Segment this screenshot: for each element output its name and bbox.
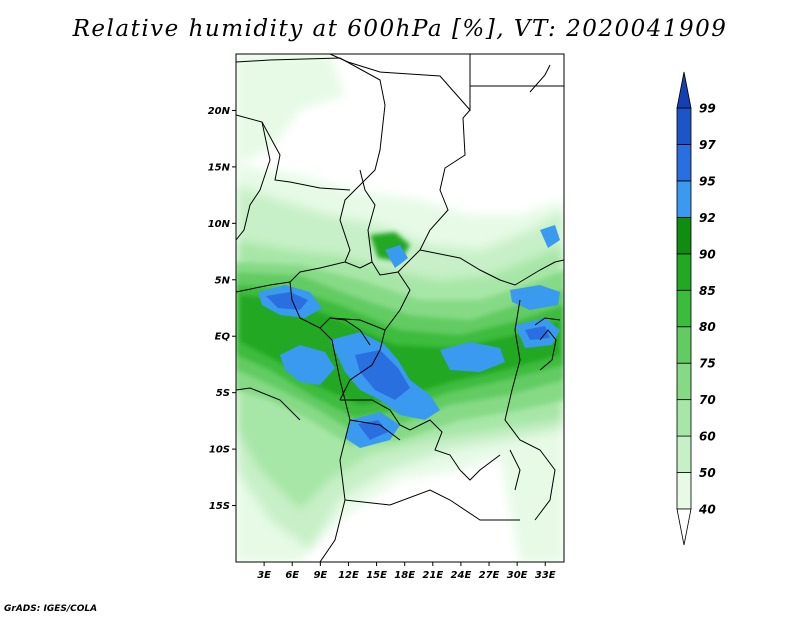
colorbar-box: [676, 326, 692, 364]
lon-tick-label: 12E: [338, 570, 359, 581]
colorbar-label: 95: [699, 174, 716, 188]
colorbar-label: 50: [699, 466, 716, 480]
colorbar-label: 40: [698, 503, 716, 517]
colorbar-box: [676, 107, 692, 145]
colorbar-label: 70: [699, 393, 716, 407]
lon-tick-label: 9E: [313, 570, 327, 581]
colorbar-label: 60: [699, 430, 716, 444]
colorbar: 40 50 60 70 75 80 85 90 92 95 97 99: [676, 71, 716, 546]
humidity-high-band: [258, 225, 560, 448]
lon-tick-label: 18E: [394, 570, 415, 581]
lat-tick-label: 15N: [208, 162, 231, 173]
colorbar-box: [676, 144, 692, 182]
lon-tick-label: 15E: [366, 570, 387, 581]
lon-tick-label: 3E: [257, 570, 271, 581]
lat-tick-label: 10S: [209, 445, 230, 456]
humidity-field: [236, 54, 564, 562]
colorbar-label: 97: [699, 138, 716, 152]
chart-title: Relative humidity at 600hPa [%], VT: 202…: [72, 16, 728, 42]
grads-credit: GrADS: IGES/COLA: [4, 604, 98, 614]
colorbar-box: [676, 180, 692, 218]
country-borders: [236, 54, 564, 562]
colorbar-box: [676, 435, 692, 473]
colorbar-label: 85: [699, 284, 716, 298]
colorbar-box: [676, 216, 692, 255]
colorbar-box: [676, 399, 692, 437]
lon-tick-label: 21E: [422, 570, 443, 581]
lon-tick-label: 27E: [479, 570, 500, 581]
lat-tick-label: 5N: [215, 275, 231, 286]
colorbar-label: 90: [699, 247, 716, 261]
longitude-axis: 3E 6E 9E 12E 15E 18E 21E 24E 27E 30E 33E: [257, 562, 556, 581]
lon-tick-label: 24E: [451, 570, 472, 581]
lon-tick-label: 6E: [285, 570, 299, 581]
colorbar-label: 80: [699, 320, 716, 334]
lat-tick-label: 10N: [208, 219, 231, 230]
colorbar-box: [676, 253, 692, 291]
colorbar-box: [676, 472, 692, 510]
lat-tick-label: EQ: [215, 332, 231, 343]
colorbar-label: 75: [699, 357, 716, 371]
lon-tick-label: 33E: [535, 570, 556, 581]
colorbar-box: [676, 289, 692, 328]
colorbar-bottom-arrow: [676, 508, 692, 546]
latitude-axis: 20N 15N 10N 5N EQ 5S 10S 15S: [208, 106, 236, 512]
plot-frame: [235, 53, 565, 563]
colorbar-label: 92: [699, 211, 716, 225]
lat-tick-label: 5S: [216, 388, 230, 399]
map-plot-area: [235, 53, 565, 563]
colorbar-top-arrow: [676, 71, 692, 109]
colorbar-box: [676, 362, 692, 401]
lon-tick-label: 30E: [507, 570, 528, 581]
colorbar-label: 99: [699, 102, 716, 116]
lat-tick-label: 20N: [208, 106, 231, 117]
lat-tick-label: 15S: [209, 501, 230, 512]
